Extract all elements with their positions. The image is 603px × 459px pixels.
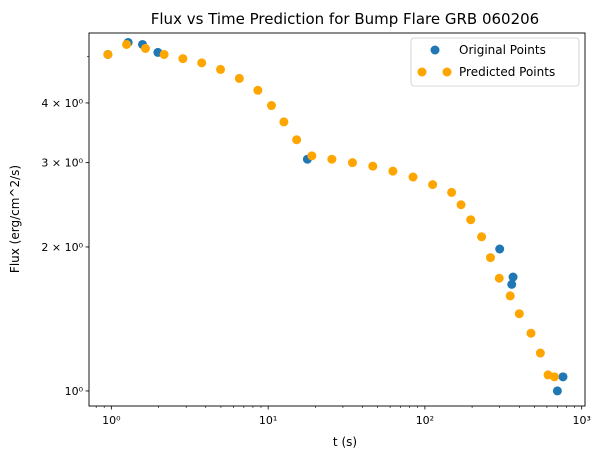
x-axis-ticks: 10⁰ 10¹ 10² 10³: [95, 406, 591, 427]
predicted-point: [159, 49, 169, 59]
legend-box: [410, 37, 580, 87]
predicted-point: [535, 348, 545, 358]
predicted-point: [388, 166, 398, 176]
predicted-point: [216, 64, 226, 74]
predicted-point: [477, 232, 487, 242]
legend-label-predicted: Predicted Points: [459, 65, 555, 79]
predicted-point: [266, 101, 276, 111]
y-tick-label: 3 × 10⁰: [41, 157, 83, 170]
data-points: [103, 37, 568, 396]
y-tick-label: 10⁰: [65, 385, 84, 398]
predicted-points-series: [103, 39, 559, 382]
x-axis-label: t (s): [333, 435, 357, 449]
original-point: [558, 372, 568, 382]
predicted-point: [292, 135, 302, 145]
predicted-point: [253, 85, 263, 95]
original-point: [507, 279, 517, 289]
x-tick-label: 10¹: [259, 414, 277, 427]
predicted-point: [307, 151, 317, 161]
predicted-point: [327, 154, 337, 164]
predicted-point: [456, 200, 466, 210]
predicted-point: [485, 253, 495, 263]
predicted-point: [347, 158, 357, 168]
predicted-point: [428, 180, 438, 190]
predicted-point: [494, 273, 504, 283]
predicted-point: [279, 117, 289, 127]
y-axis-label: Flux (erg/cm^2/s): [8, 165, 22, 273]
chart-title: Flux vs Time Prediction for Bump Flare G…: [151, 10, 539, 28]
original-points-series: [103, 37, 568, 396]
y-tick-label: 4 × 10⁰: [41, 97, 83, 110]
predicted-point: [549, 372, 559, 382]
predicted-point: [197, 58, 207, 68]
original-point: [495, 244, 505, 254]
legend-marker-original: [430, 45, 440, 55]
predicted-point: [368, 161, 378, 171]
predicted-point: [140, 43, 150, 53]
predicted-point: [408, 172, 418, 182]
predicted-point: [103, 49, 113, 59]
original-point: [552, 386, 562, 396]
predicted-point: [234, 73, 244, 83]
predicted-point: [178, 54, 188, 64]
predicted-point: [526, 328, 536, 338]
legend-marker-predicted: [417, 67, 427, 77]
predicted-point: [514, 309, 524, 319]
y-axis-ticks: 10⁰ 2 × 10⁰ 3 × 10⁰ 4 × 10⁰: [41, 56, 89, 398]
legend-label-original: Original Points: [459, 43, 546, 57]
plot-frame: [88, 32, 586, 407]
predicted-point: [447, 187, 457, 197]
predicted-point: [122, 39, 132, 49]
legend-marker-predicted: [442, 67, 452, 77]
legend: Original Points Predicted Points: [410, 37, 580, 87]
y-tick-label: 2 × 10⁰: [41, 241, 83, 254]
predicted-point: [466, 215, 476, 225]
x-tick-label: 10³: [572, 414, 590, 427]
original-point: [508, 272, 518, 282]
x-tick-label: 10²: [416, 414, 434, 427]
predicted-point: [505, 291, 515, 301]
x-tick-label: 10⁰: [102, 414, 121, 427]
